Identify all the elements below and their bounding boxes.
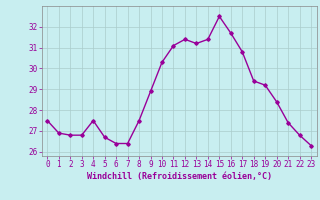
X-axis label: Windchill (Refroidissement éolien,°C): Windchill (Refroidissement éolien,°C) bbox=[87, 172, 272, 181]
